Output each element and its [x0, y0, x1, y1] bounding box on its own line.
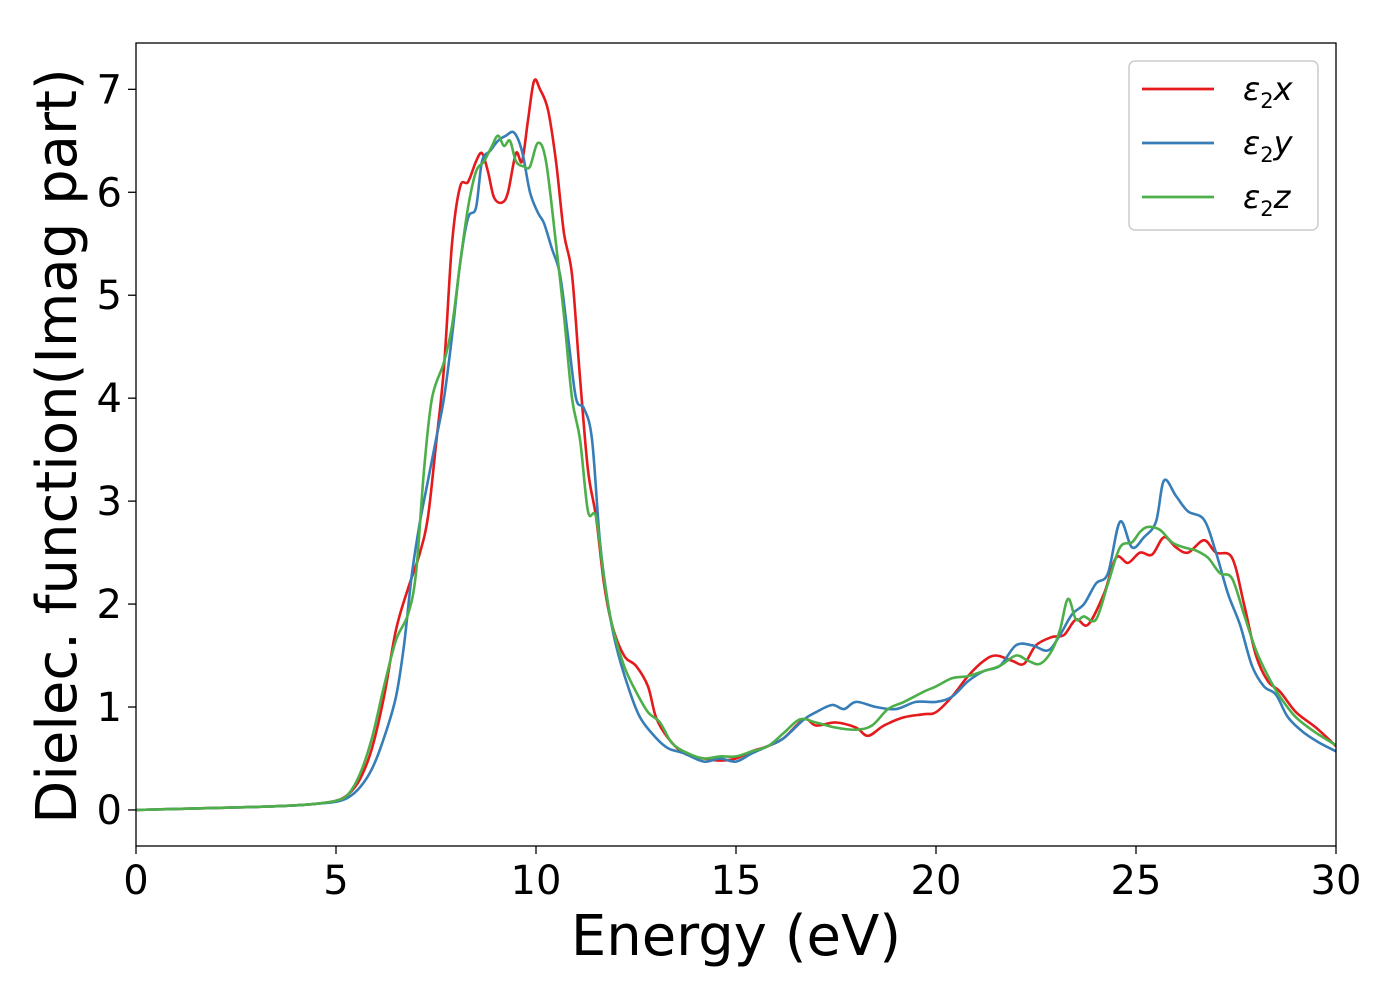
x-tick-label: 20 — [911, 858, 962, 904]
legend-component: z — [1273, 178, 1292, 216]
legend-symbol: ε — [1243, 178, 1260, 216]
y-tick-label: 2 — [97, 582, 122, 628]
x-axis-label: Energy (eV) — [571, 904, 901, 969]
series-line-z — [136, 134, 1336, 812]
legend-subscript: 2 — [1260, 143, 1273, 167]
legend-subscript: 2 — [1260, 89, 1273, 113]
y-axis-ticks: 0 1 2 3 4 5 6 7 — [97, 67, 136, 834]
legend-box — [1128, 60, 1319, 231]
series-layer — [136, 78, 1336, 812]
x-axis-ticks: 0 5 10 15 20 25 30 — [123, 846, 1361, 904]
legend-symbol: ε — [1243, 70, 1260, 108]
x-tick-label: 15 — [711, 858, 762, 904]
x-tick-label: 5 — [323, 858, 348, 904]
legend-label-y: ε2y — [1243, 124, 1294, 167]
y-tick-label: 6 — [97, 170, 122, 216]
legend-label-z: ε2z — [1243, 178, 1292, 221]
y-tick-label: 3 — [97, 479, 122, 525]
y-tick-label: 5 — [97, 273, 122, 319]
y-tick-label: 1 — [97, 685, 122, 731]
legend-symbol: ε — [1243, 124, 1260, 162]
legend-component: y — [1273, 124, 1294, 162]
y-tick-label: 0 — [97, 788, 122, 834]
legend-component: x — [1273, 70, 1294, 108]
x-tick-label: 30 — [1311, 858, 1362, 904]
series-line-y — [136, 130, 1336, 812]
x-tick-label: 25 — [1111, 858, 1162, 904]
y-axis-label: Dielec. function(Imag part) — [25, 68, 90, 824]
y-tick-label: 4 — [97, 376, 122, 422]
legend-label-x: ε2x — [1243, 70, 1294, 113]
y-tick-label: 7 — [97, 67, 122, 113]
legend-subscript: 2 — [1260, 197, 1273, 221]
x-tick-label: 10 — [511, 858, 562, 904]
x-tick-label: 0 — [123, 858, 148, 904]
